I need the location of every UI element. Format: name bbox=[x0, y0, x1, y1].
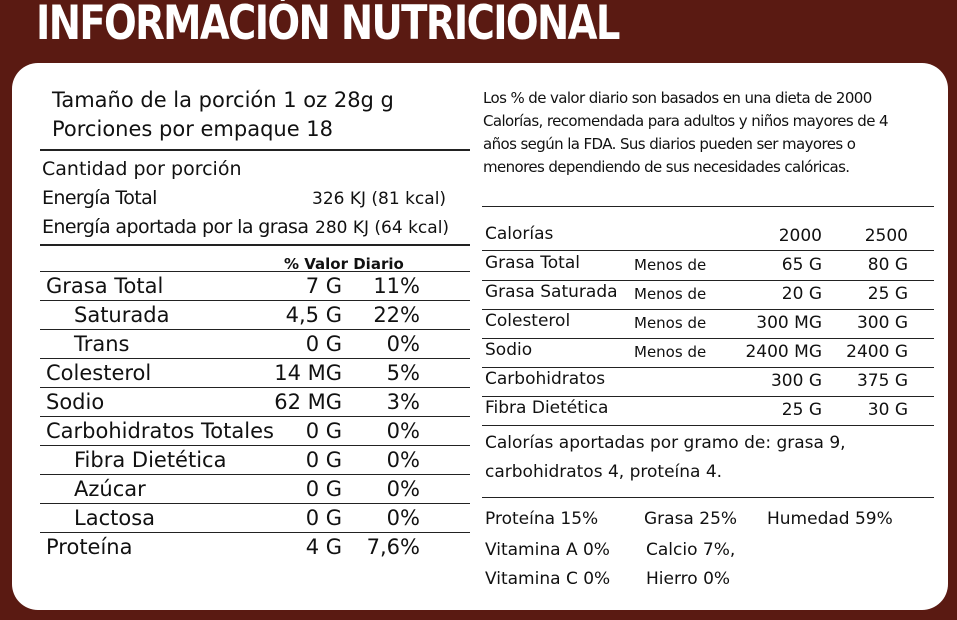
daily-row-qualifier: Menos de bbox=[634, 314, 707, 332]
daily-row-qualifier: Menos de bbox=[634, 256, 707, 274]
nutrient-daily-value: 7,6% bbox=[366, 535, 420, 559]
nutrient-name: Lactosa bbox=[74, 506, 156, 530]
nutrient-amount: 0 G bbox=[305, 448, 342, 472]
composition-fat: Grasa 25% bbox=[644, 509, 738, 529]
divider bbox=[40, 445, 470, 446]
page-title: INFORMACIÓN NUTRICIONAL bbox=[36, 0, 620, 51]
divider bbox=[40, 532, 470, 533]
nutrient-daily-value: 0% bbox=[386, 448, 420, 472]
composition-iron: Hierro 0% bbox=[646, 569, 731, 589]
daily-row-2000: 300 G bbox=[770, 371, 822, 391]
servings-per-package: Porciones por empaque 18 bbox=[52, 117, 334, 141]
composition-vitamin-a: Vitamina A 0% bbox=[485, 540, 610, 560]
daily-row-label: Carbohidratos bbox=[485, 369, 606, 389]
divider bbox=[40, 358, 470, 359]
divider bbox=[482, 338, 934, 339]
divider bbox=[40, 329, 470, 330]
divider bbox=[40, 149, 470, 151]
daily-row-2000: 300 MG bbox=[756, 313, 822, 333]
divider bbox=[40, 416, 470, 417]
divider bbox=[482, 425, 934, 426]
footnote-line: Calorías, recomendada para adultos y niñ… bbox=[483, 112, 889, 130]
nutrient-amount: 7 G bbox=[305, 274, 342, 298]
divider bbox=[40, 244, 470, 246]
daily-row-2000: 65 G bbox=[781, 255, 822, 275]
daily-row-2000: 20 G bbox=[781, 284, 822, 304]
nutrient-name: Proteína bbox=[46, 535, 133, 559]
composition-calcium: Calcio 7%, bbox=[646, 540, 736, 560]
footnote-line: años según la FDA. Sus diarios pueden se… bbox=[483, 135, 856, 153]
divider bbox=[40, 387, 470, 388]
nutrient-name: Saturada bbox=[74, 303, 170, 327]
daily-row-label: Grasa Saturada bbox=[485, 282, 618, 302]
nutrition-panel: Tamaño de la porción 1 oz 28g g Porcione… bbox=[12, 63, 948, 610]
nutrient-name: Colesterol bbox=[46, 361, 152, 385]
nutrient-daily-value: 3% bbox=[386, 390, 420, 414]
composition-protein: Proteína 15% bbox=[485, 509, 599, 529]
divider bbox=[482, 250, 934, 251]
nutrient-name: Carbohidratos Totales bbox=[46, 419, 274, 443]
daily-row-label: Sodio bbox=[485, 340, 533, 360]
nutrient-name: Azúcar bbox=[74, 477, 146, 501]
divider bbox=[40, 300, 470, 301]
energy-label: Energía Total bbox=[42, 187, 157, 209]
daily-row-2000: 25 G bbox=[781, 400, 822, 420]
calories-per-gram-line: carbohidratos 4, proteína 4. bbox=[485, 462, 723, 482]
nutrient-amount: 0 G bbox=[305, 506, 342, 530]
daily-row-label: Grasa Total bbox=[485, 253, 580, 273]
daily-row-label: Fibra Dietética bbox=[485, 398, 609, 418]
daily-value-header: % Valor Diario bbox=[284, 255, 404, 273]
daily-row-qualifier: Menos de bbox=[634, 343, 707, 361]
footnote-line: Los % de valor diario son basados en una… bbox=[483, 89, 872, 107]
daily-table-header-2500: 2500 bbox=[864, 226, 908, 246]
divider bbox=[40, 271, 470, 272]
divider bbox=[40, 474, 470, 475]
daily-row-2500: 30 G bbox=[867, 400, 908, 420]
nutrient-daily-value: 5% bbox=[386, 361, 420, 385]
divider bbox=[482, 497, 934, 498]
divider bbox=[482, 396, 934, 397]
daily-row-2500: 25 G bbox=[867, 284, 908, 304]
daily-table-header-2000: 2000 bbox=[778, 226, 822, 246]
nutrient-amount: 0 G bbox=[305, 477, 342, 501]
nutrient-amount: 62 MG bbox=[274, 390, 342, 414]
daily-table-header-label: Calorías bbox=[485, 224, 554, 244]
serving-size: Tamaño de la porción 1 oz 28g g bbox=[52, 88, 394, 112]
nutrient-name: Fibra Dietética bbox=[74, 448, 227, 472]
nutrient-daily-value: 22% bbox=[373, 303, 420, 327]
nutrient-daily-value: 0% bbox=[386, 506, 420, 530]
daily-row-label: Colesterol bbox=[485, 311, 571, 331]
nutrient-amount: 14 MG bbox=[274, 361, 342, 385]
composition-moisture: Humedad 59% bbox=[767, 509, 893, 529]
daily-row-2500: 375 G bbox=[856, 371, 908, 391]
composition-vitamin-c: Vitamina C 0% bbox=[485, 569, 611, 589]
divider bbox=[482, 309, 934, 310]
nutrient-daily-value: 0% bbox=[386, 419, 420, 443]
nutrient-name: Trans bbox=[74, 332, 130, 356]
energy-fat-value: 280 KJ (64 kcal) bbox=[315, 218, 450, 238]
nutrient-name: Grasa Total bbox=[46, 274, 164, 298]
nutrient-amount: 4 G bbox=[305, 535, 342, 559]
energy-fat-label: Energía aportada por la grasa bbox=[42, 216, 309, 238]
daily-row-2500: 300 G bbox=[856, 313, 908, 333]
nutrient-daily-value: 11% bbox=[373, 274, 420, 298]
nutrient-amount: 0 G bbox=[305, 332, 342, 356]
nutrient-amount: 4,5 G bbox=[285, 303, 342, 327]
energy-value: 326 KJ (81 kcal) bbox=[312, 189, 447, 209]
nutrient-name: Sodio bbox=[46, 390, 105, 414]
footnote-line: menores dependiendo de sus necesidades c… bbox=[483, 158, 850, 176]
amount-per-serving: Cantidad por porción bbox=[42, 158, 242, 180]
daily-row-qualifier: Menos de bbox=[634, 285, 707, 303]
daily-row-2500: 2400 G bbox=[846, 342, 908, 362]
divider bbox=[482, 280, 934, 281]
daily-row-2000: 2400 MG bbox=[745, 342, 822, 362]
daily-row-2500: 80 G bbox=[867, 255, 908, 275]
nutrient-amount: 0 G bbox=[305, 419, 342, 443]
nutrient-daily-value: 0% bbox=[386, 477, 420, 501]
divider bbox=[482, 206, 934, 207]
divider bbox=[40, 503, 470, 504]
nutrient-daily-value: 0% bbox=[386, 332, 420, 356]
calories-per-gram-line: Calorías aportadas por gramo de: grasa 9… bbox=[485, 433, 846, 453]
divider bbox=[482, 367, 934, 368]
